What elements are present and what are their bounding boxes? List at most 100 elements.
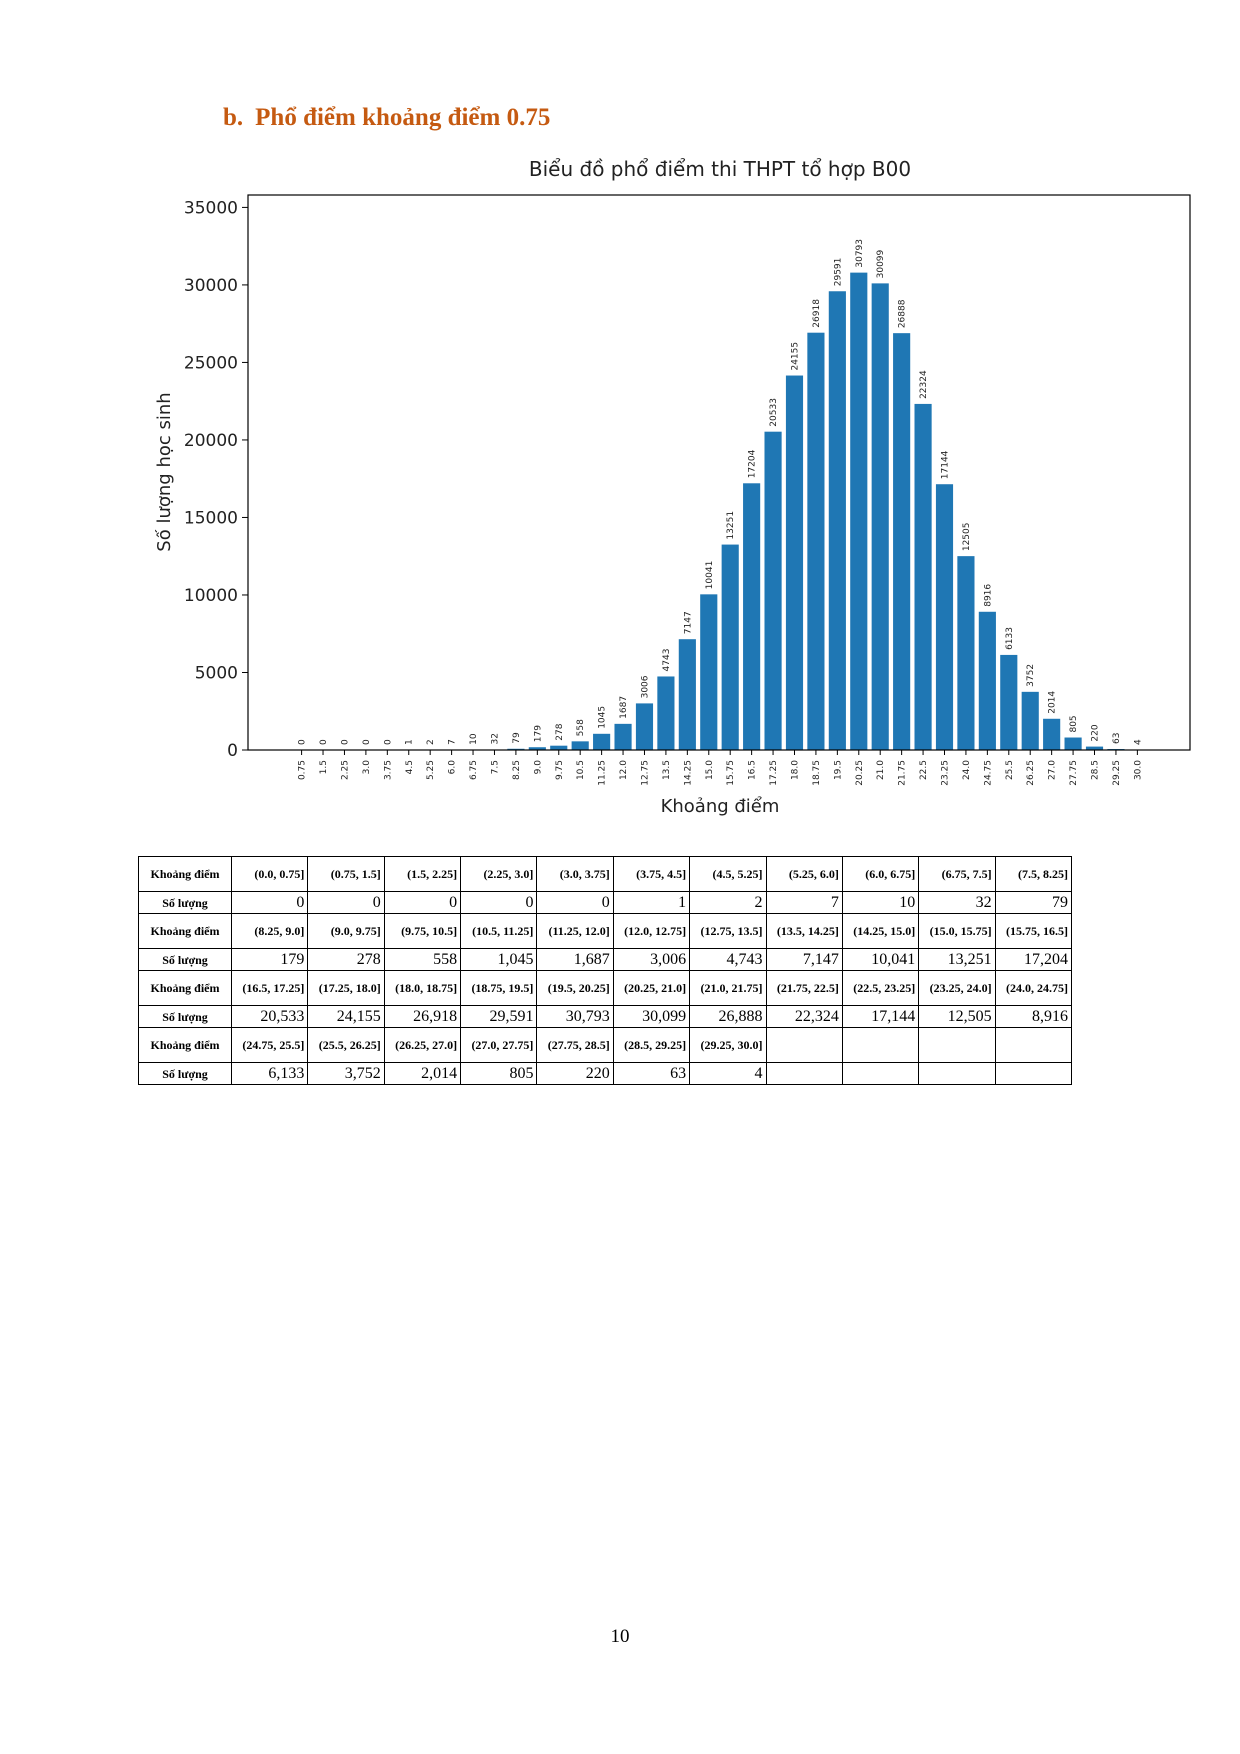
bar	[957, 556, 975, 750]
table-cell: 3,006	[612, 948, 691, 971]
x-tick-label: 9.75	[555, 760, 565, 780]
table-cell: 17,204	[994, 948, 1073, 971]
table-cell: (5.25, 6.0]	[765, 856, 843, 892]
table-row: Khoảng điểm (16.5, 17.25] (17.25, 18.0] (18…	[138, 970, 1073, 1006]
x-tick-label: 2.25	[340, 760, 350, 780]
bar	[528, 747, 546, 750]
data-label: 4	[1133, 739, 1143, 745]
data-label: 17204	[748, 449, 758, 478]
table-cell	[841, 1027, 920, 1063]
table-cell: (28.5, 29.25]	[612, 1027, 691, 1063]
table-row: Khoảng điểm (24.75, 25.5] (25.5, 26.25] (26…	[138, 1027, 1073, 1063]
x-tick-label: 27.75	[1069, 760, 1079, 786]
x-tick-label: 24.0	[962, 760, 972, 780]
table-cell: 3,752	[307, 1062, 385, 1085]
row-header: Số lượng	[138, 948, 232, 971]
table-cell: (21.75, 22.5]	[765, 970, 843, 1006]
table-cell: 1,045	[460, 948, 538, 971]
table-cell	[765, 1027, 843, 1063]
table-cell: 12,505	[918, 1005, 996, 1028]
bar	[935, 484, 954, 750]
bar	[1043, 718, 1061, 750]
table-cell	[994, 1027, 1073, 1063]
table-cell: (12.0, 12.75]	[612, 913, 691, 949]
data-label: 179	[533, 725, 543, 742]
x-tick-label: 13.5	[662, 760, 672, 780]
table-cell: 30,793	[536, 1005, 614, 1028]
table-cell: (25.5, 26.25]	[307, 1027, 385, 1063]
table-row: Số lượng 179 278 558 1,045 1,687 3,006 4,743 7,1…	[138, 948, 1073, 971]
table-cell: (21.0, 21.75]	[689, 970, 767, 1006]
row-header: Khoảng điểm	[138, 856, 232, 892]
table-cell: (6.0, 6.75]	[841, 856, 920, 892]
row-header: Số lượng	[138, 891, 232, 914]
table-cell: (15.75, 16.5]	[994, 913, 1073, 949]
x-tick-label: 1.5	[319, 760, 329, 774]
data-label: 7147	[683, 611, 693, 634]
bar	[785, 375, 804, 750]
table-cell: 4	[689, 1062, 767, 1085]
bar	[978, 611, 996, 750]
table-cell: (27.75, 28.5]	[536, 1027, 614, 1063]
table-cell: 179	[230, 948, 309, 971]
x-tick-label: 21.0	[876, 760, 886, 780]
y-tick-label: 25000	[184, 353, 238, 373]
x-tick-label: 22.5	[919, 760, 929, 780]
chart: Biểu đồ phổ điểm thi THPT tổ hợp B00 Kho…	[154, 157, 1191, 817]
x-tick-label: 3.0	[362, 760, 372, 775]
table-cell: (16.5, 17.25]	[230, 970, 309, 1006]
data-label: 7	[448, 739, 458, 745]
x-tick-label: 6.75	[469, 760, 479, 780]
x-tick-label: 14.25	[683, 760, 693, 786]
table-cell: (3.0, 3.75]	[536, 856, 614, 892]
data-label: 6133	[1005, 627, 1015, 650]
x-tick-label: 6.0	[448, 760, 458, 775]
data-label: 13251	[726, 511, 736, 540]
x-tick-label: 26.25	[1026, 760, 1036, 786]
table-cell: 7,147	[765, 948, 843, 971]
x-tick-label: 18.75	[812, 760, 822, 786]
table-cell	[918, 1027, 996, 1063]
row-header: Số lượng	[138, 1062, 232, 1085]
x-tick-label: 30.0	[1133, 760, 1143, 780]
table-cell: (11.25, 12.0]	[536, 913, 614, 949]
bar	[850, 272, 868, 750]
x-tick-label: 21.75	[898, 760, 908, 786]
data-label: 17144	[941, 450, 951, 479]
data-label: 26888	[898, 299, 908, 328]
table-cell: 10,041	[841, 948, 920, 971]
table-cell: (14.25, 15.0]	[841, 913, 920, 949]
data-label: 8916	[983, 584, 993, 607]
data-label: 26918	[812, 299, 822, 328]
data-label: 63	[1112, 733, 1122, 744]
data-label: 30099	[876, 249, 886, 278]
y-tick-label: 10000	[184, 586, 238, 606]
x-tick-label: 5.25	[426, 760, 436, 780]
table-cell: (4.5, 5.25]	[689, 856, 767, 892]
table-row: Số lượng 6,133 3,752 2,014 805 220 63 4	[138, 1062, 1073, 1085]
data-label: 0	[319, 739, 329, 745]
data-label: 24155	[790, 342, 800, 371]
data-label: 1687	[619, 696, 629, 719]
table-row: Khoảng điểm (8.25, 9.0] (9.0, 9.75] (9.75, …	[138, 913, 1073, 949]
data-label: 10041	[705, 561, 715, 590]
table-cell: (15.0, 15.75]	[918, 913, 996, 949]
table-cell: 13,251	[918, 948, 996, 971]
data-label: 4743	[662, 649, 672, 672]
bar	[657, 676, 675, 750]
table-cell: (18.0, 18.75]	[383, 970, 462, 1006]
table-cell: 220	[536, 1062, 614, 1085]
table-cell: 24,155	[307, 1005, 385, 1028]
table-cell: 10	[841, 891, 920, 914]
table-cell	[765, 1062, 843, 1085]
row-header: Khoảng điểm	[138, 1027, 232, 1063]
plot-frame	[247, 194, 1191, 751]
data-label: 0	[298, 739, 308, 745]
table-cell: 0	[536, 891, 614, 914]
row-header: Số lượng	[138, 1005, 232, 1028]
table-row: Số lượng 0 0 0 0 0 1 2 7 10 32 79	[138, 891, 1073, 914]
data-label: 0	[340, 739, 350, 745]
heading-text: Phổ điểm khoảng điểm 0.75	[255, 104, 551, 131]
bar	[1085, 746, 1104, 750]
data-label: 805	[1069, 715, 1079, 732]
